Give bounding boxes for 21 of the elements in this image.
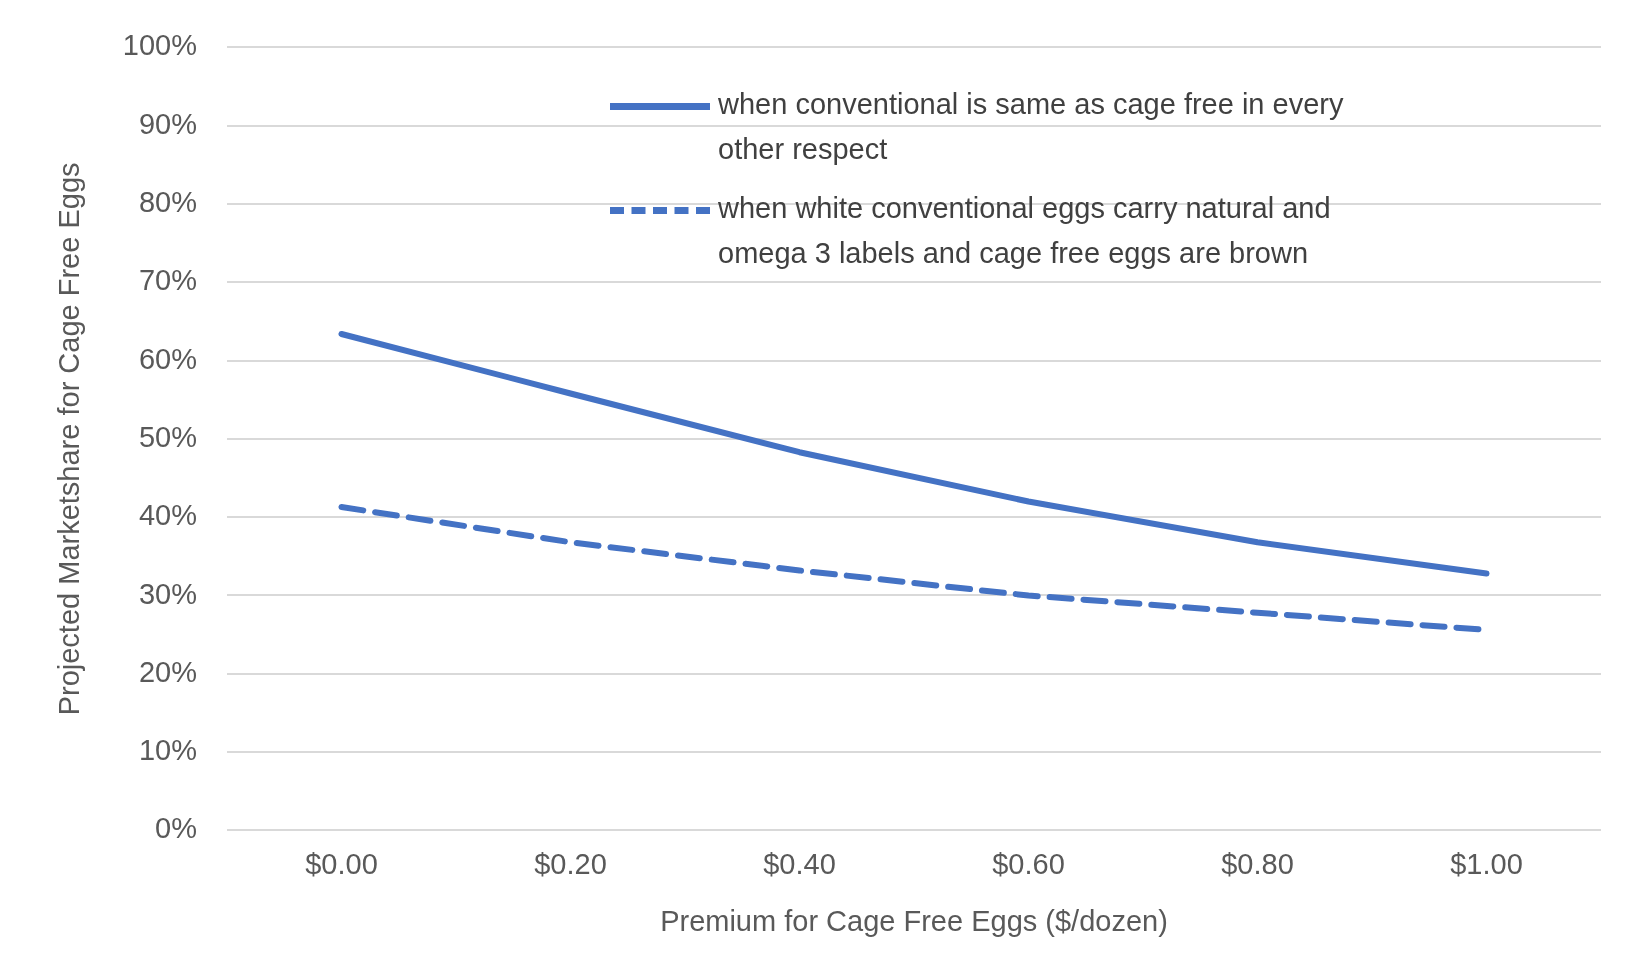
y-tick-label: 30% bbox=[138, 577, 197, 610]
legend-label: when conventional is same as cage free in every other respect bbox=[718, 87, 1345, 167]
y-tick-label: 20% bbox=[138, 655, 197, 688]
y-tick-label: 40% bbox=[138, 499, 197, 532]
y-tick-label: 70% bbox=[138, 264, 197, 297]
legend-label: when white conventional eggs carry natural and omega 3 labels and cage free eggs are brown bbox=[718, 191, 1332, 271]
y-tick-label: 60% bbox=[138, 342, 197, 375]
y-tick-label: 80% bbox=[138, 186, 197, 218]
x-axis-title: Premium for Cage Free Eggs ($/dozen) bbox=[660, 904, 1168, 937]
y-tick-label: 100% bbox=[122, 29, 197, 62]
x-tick-label: $0.20 bbox=[534, 847, 607, 880]
x-tick-label: $0.00 bbox=[305, 847, 378, 880]
x-tick-label: $0.40 bbox=[763, 847, 836, 880]
y-tick-label: 10% bbox=[138, 734, 197, 767]
y-tick-label: 90% bbox=[138, 107, 197, 140]
x-tick-label: $0.80 bbox=[1221, 847, 1294, 880]
y-tick-label: 0% bbox=[155, 812, 197, 845]
y-axis-title: Projected Marketshare for Cage Free Eggs bbox=[53, 162, 86, 716]
x-tick-label: $1.00 bbox=[1450, 847, 1523, 880]
y-tick-label: 50% bbox=[138, 420, 197, 453]
x-tick-label: $0.60 bbox=[992, 847, 1065, 880]
